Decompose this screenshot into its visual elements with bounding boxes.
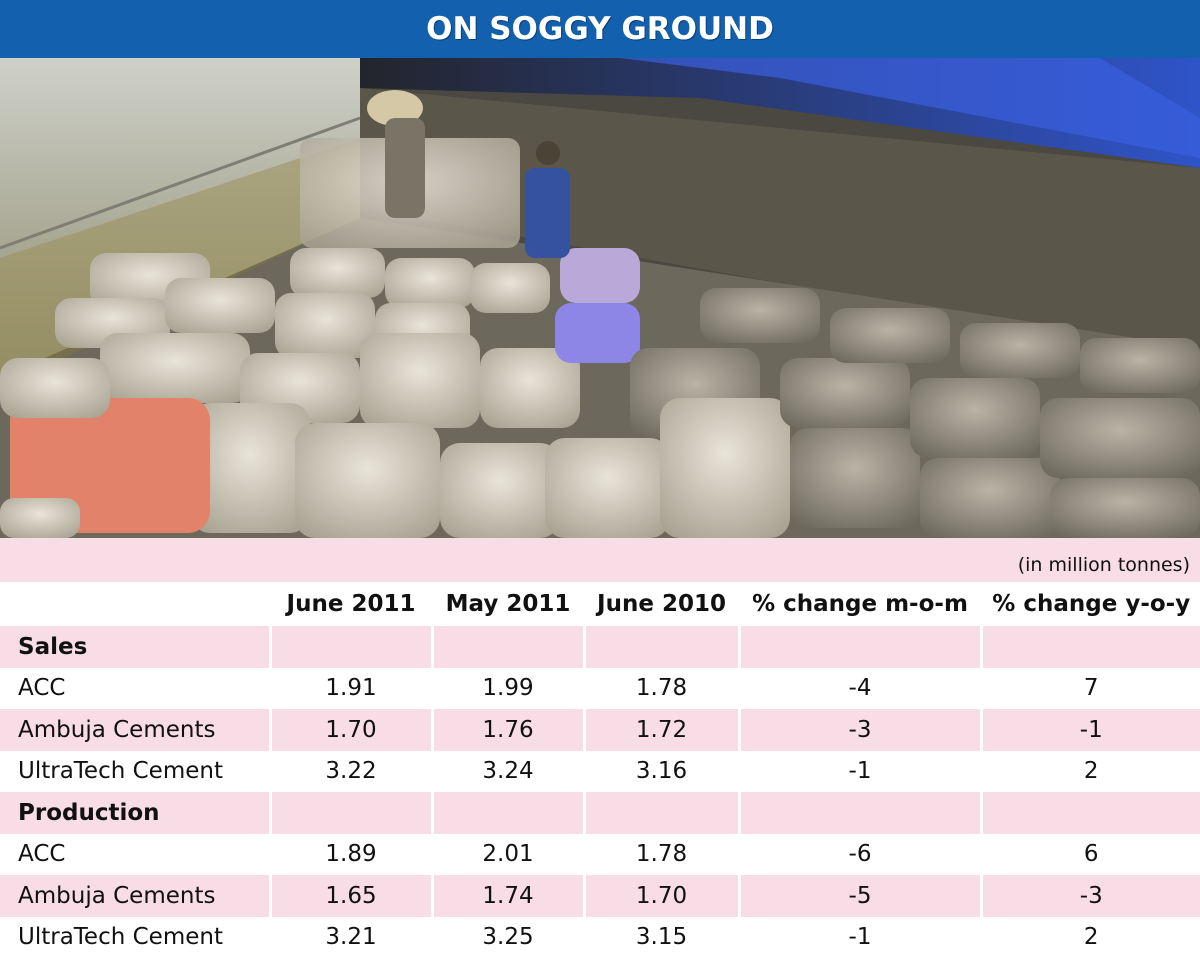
unit-row: (in million tonnes) — [0, 538, 1200, 582]
cell-value: 3.15 — [582, 916, 739, 958]
cell-value: 3.25 — [430, 916, 584, 958]
cell-value: 1.70 — [268, 709, 432, 751]
table-row: Ambuja Cements 1.65 1.74 1.70 -5 -3 — [0, 875, 1200, 917]
cell-value: -3 — [737, 709, 981, 751]
photo-illustration — [0, 58, 1200, 538]
cell-value: 3.16 — [582, 750, 739, 792]
company-name: Ambuja Cements — [0, 709, 270, 751]
cell-value: 7 — [979, 667, 1200, 709]
cell-value: 2.01 — [430, 833, 584, 875]
cement-data-table: June 2011 May 2011 June 2010 % change m-… — [0, 582, 1200, 958]
cell-value: 3.24 — [430, 750, 584, 792]
section-row: Sales — [0, 626, 1200, 668]
cell-value: 6 — [979, 833, 1200, 875]
cell-value: 1.89 — [268, 833, 432, 875]
table-row: UltraTech Cement 3.22 3.24 3.16 -1 2 — [0, 750, 1200, 792]
cell-value: 1.78 — [582, 667, 739, 709]
cell-value: 1.65 — [268, 875, 432, 917]
unit-note: (in million tonnes) — [1017, 554, 1190, 576]
cement-bags-photo — [0, 58, 1200, 538]
cell-value: -1 — [737, 750, 981, 792]
column-header: % change m-o-m — [737, 582, 981, 626]
cell-value: -6 — [737, 833, 981, 875]
table-row: Ambuja Cements 1.70 1.76 1.72 -3 -1 — [0, 709, 1200, 751]
section-title: Production — [0, 792, 270, 834]
column-header: May 2011 — [430, 582, 584, 626]
company-name: ACC — [0, 667, 270, 709]
worker-figures — [367, 90, 570, 258]
company-name: UltraTech Cement — [0, 916, 270, 958]
cell-value: -1 — [737, 916, 981, 958]
company-name: UltraTech Cement — [0, 750, 270, 792]
column-header: June 2011 — [268, 582, 432, 626]
cell-value: 1.76 — [430, 709, 584, 751]
section-title: Sales — [0, 626, 270, 668]
company-name: ACC — [0, 833, 270, 875]
cell-value: 2 — [979, 916, 1200, 958]
table-row: ACC 1.91 1.99 1.78 -4 7 — [0, 667, 1200, 709]
column-header: June 2010 — [582, 582, 739, 626]
banner: ON SOGGY GROUND — [0, 0, 1200, 58]
company-name: Ambuja Cements — [0, 875, 270, 917]
header-row: June 2011 May 2011 June 2010 % change m-… — [0, 582, 1200, 626]
cell-value: 1.78 — [582, 833, 739, 875]
cell-value: -1 — [979, 709, 1200, 751]
cell-value: 3.22 — [268, 750, 432, 792]
table-row: ACC 1.89 2.01 1.78 -6 6 — [0, 833, 1200, 875]
banner-title: ON SOGGY GROUND — [426, 11, 774, 47]
cell-value: -5 — [737, 875, 981, 917]
cell-value: 1.74 — [430, 875, 584, 917]
table-row: UltraTech Cement 3.21 3.25 3.15 -1 2 — [0, 916, 1200, 958]
cell-value: 2 — [979, 750, 1200, 792]
cell-value: 1.91 — [268, 667, 432, 709]
cell-value: -4 — [737, 667, 981, 709]
cell-value: 1.70 — [582, 875, 739, 917]
section-row: Production — [0, 792, 1200, 834]
cell-value: 1.72 — [582, 709, 739, 751]
cell-value: 1.99 — [430, 667, 584, 709]
column-header: % change y-o-y — [979, 582, 1200, 626]
cell-value: -3 — [979, 875, 1200, 917]
cell-value: 3.21 — [268, 916, 432, 958]
column-header — [0, 582, 270, 626]
